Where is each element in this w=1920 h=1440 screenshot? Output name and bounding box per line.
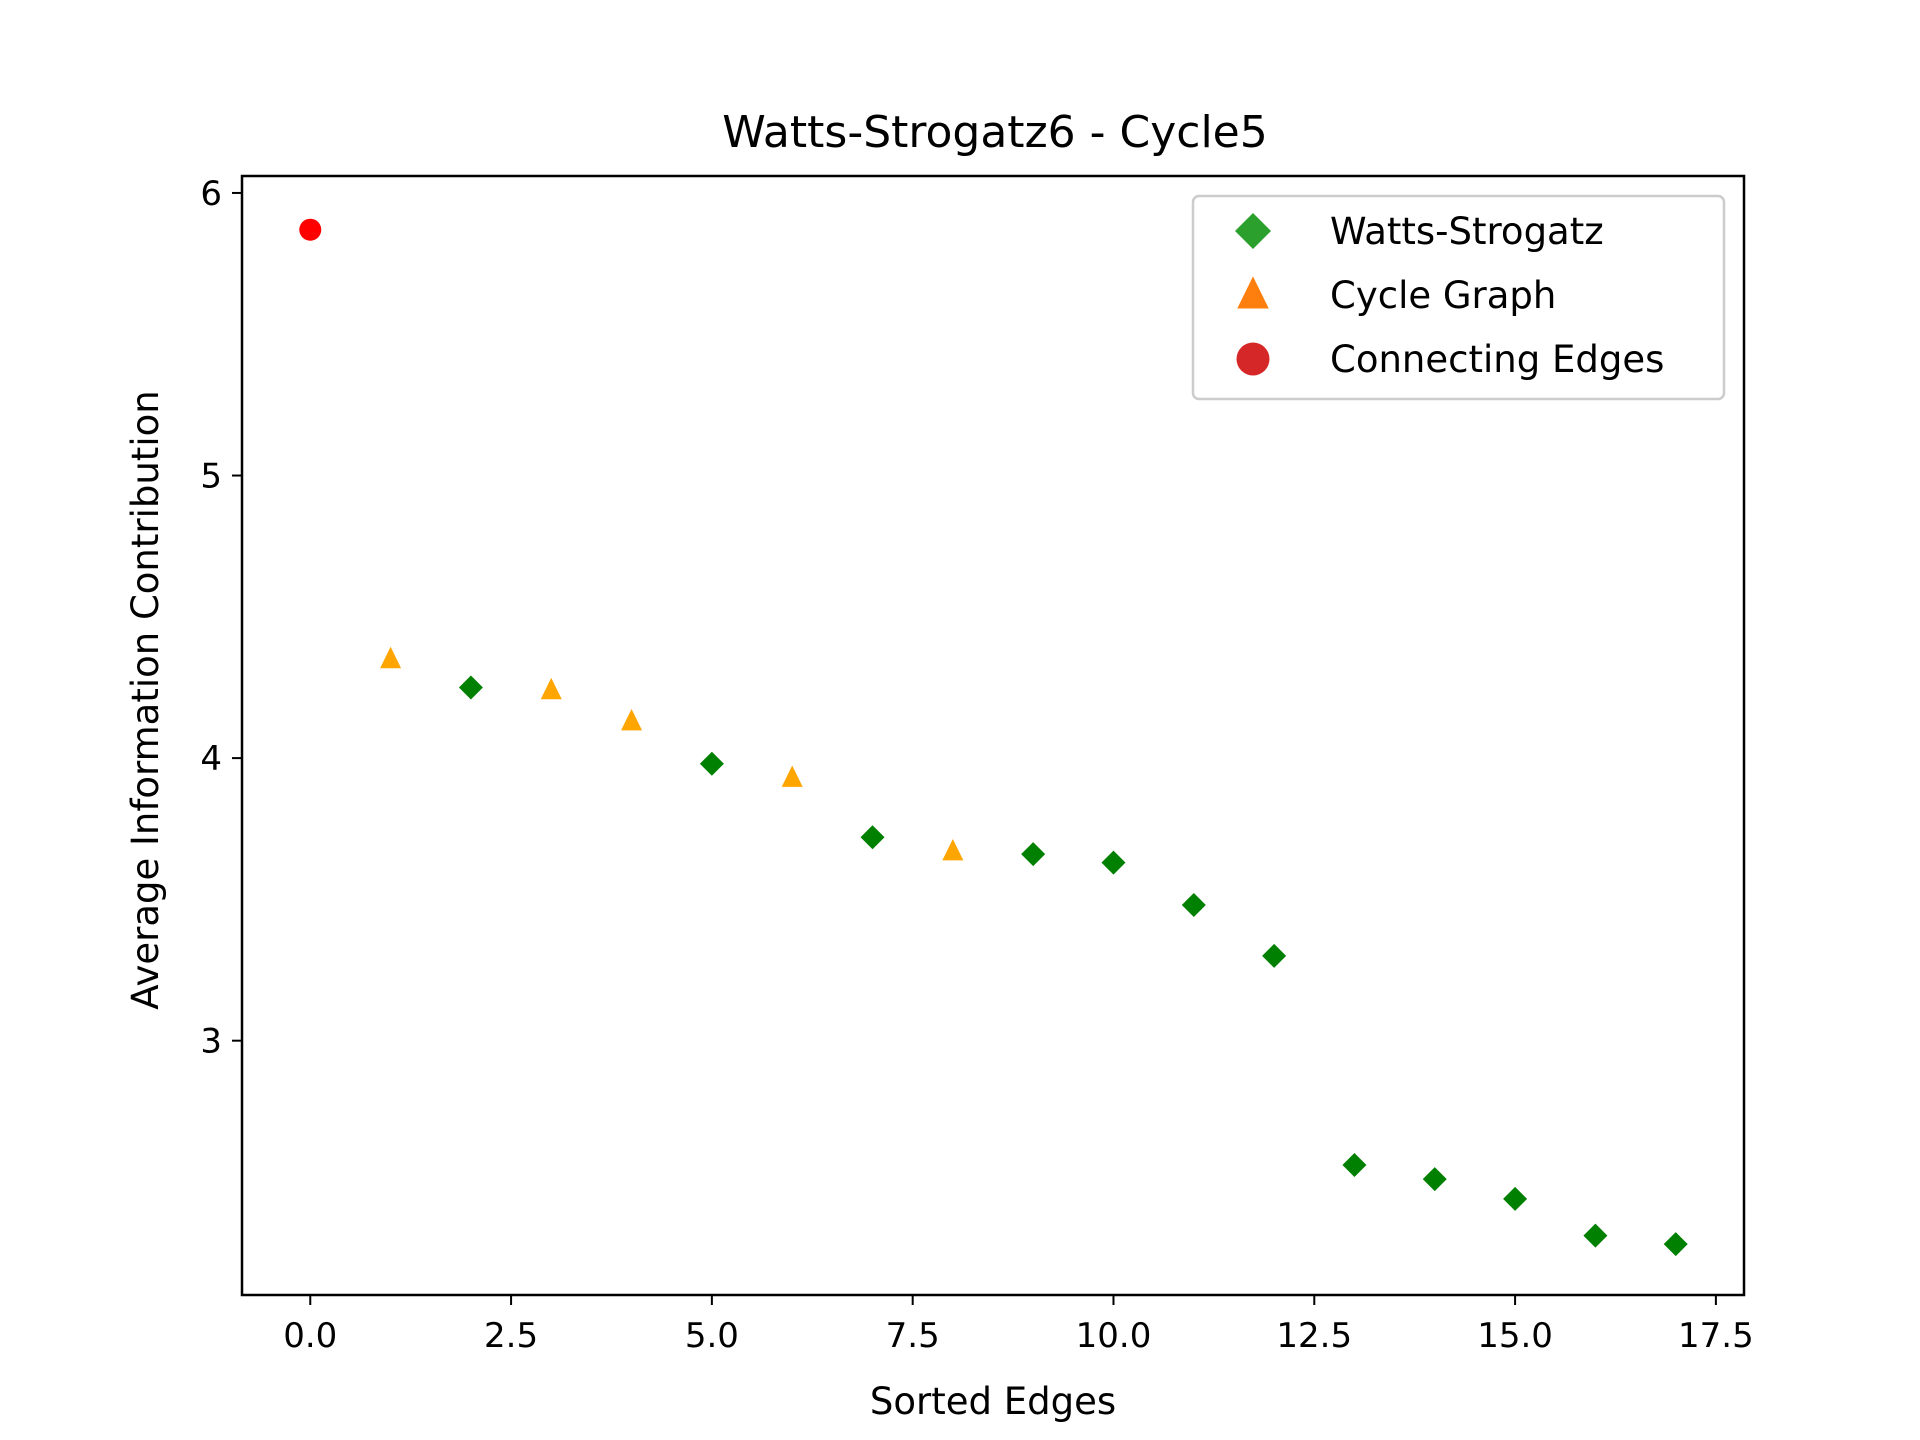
- point-watts-strogatz-3: [1021, 842, 1046, 867]
- legend-marker-cycle-graph: [1237, 276, 1269, 309]
- x-tick-label: 0.0: [283, 1316, 337, 1356]
- x-tick-label: 10.0: [1076, 1316, 1152, 1356]
- x-axis-ticks: 0.0 2.5 5.0 7.5 10.0 12.5 15.0 17.5: [283, 1295, 1754, 1356]
- chart-title: Watts-Strogatz6 - Cycle5: [722, 107, 1268, 158]
- legend-label-connecting-edges: Connecting Edges: [1330, 338, 1664, 381]
- x-tick-label: 12.5: [1276, 1316, 1352, 1356]
- y-tick-label: 5: [200, 457, 222, 497]
- point-watts-strogatz-8: [1422, 1167, 1447, 1192]
- legend-label-watts-strogatz: Watts-Strogatz: [1330, 210, 1604, 253]
- point-watts-strogatz-10: [1583, 1223, 1608, 1248]
- x-tick-label: 2.5: [484, 1316, 538, 1356]
- y-tick-label: 4: [200, 739, 222, 779]
- y-tick-label: 6: [200, 174, 222, 214]
- point-watts-strogatz-5: [1181, 893, 1206, 918]
- point-watts-strogatz-0: [458, 675, 483, 700]
- x-axis-label: Sorted Edges: [870, 1380, 1116, 1423]
- point-connecting-edges-0: [299, 218, 322, 241]
- legend-marker-connecting-edges: [1236, 342, 1270, 376]
- legend: Watts-Strogatz Cycle Graph Connecting Edge…: [1191, 194, 1726, 401]
- point-watts-strogatz-2: [860, 825, 885, 850]
- x-tick-label: 17.5: [1678, 1316, 1754, 1356]
- legend-label-cycle-graph: Cycle Graph: [1330, 274, 1556, 317]
- point-watts-strogatz-11: [1663, 1232, 1688, 1257]
- point-cycle-graph-0: [380, 646, 402, 669]
- y-axis-label: Average Information Contribution: [124, 390, 167, 1009]
- y-axis-ticks: 3 4 5 6: [200, 174, 242, 1062]
- legend-marker-watts-strogatz: [1235, 213, 1271, 249]
- x-tick-label: 5.0: [685, 1316, 739, 1356]
- point-watts-strogatz-4: [1101, 850, 1126, 875]
- plot-frame: [240, 174, 1746, 1297]
- y-tick-label: 3: [200, 1022, 222, 1062]
- point-cycle-graph-3: [781, 765, 803, 787]
- point-cycle-graph-4: [942, 838, 964, 861]
- point-watts-strogatz-1: [699, 751, 724, 776]
- point-cycle-graph-2: [621, 708, 643, 731]
- point-cycle-graph-1: [540, 677, 562, 700]
- legend-frame: [1191, 194, 1726, 401]
- point-watts-strogatz-7: [1342, 1153, 1367, 1178]
- x-tick-label: 7.5: [886, 1316, 940, 1356]
- point-watts-strogatz-6: [1262, 943, 1287, 968]
- data-marks: [299, 218, 1688, 1257]
- x-tick-label: 15.0: [1477, 1316, 1553, 1356]
- point-watts-strogatz-9: [1503, 1186, 1528, 1211]
